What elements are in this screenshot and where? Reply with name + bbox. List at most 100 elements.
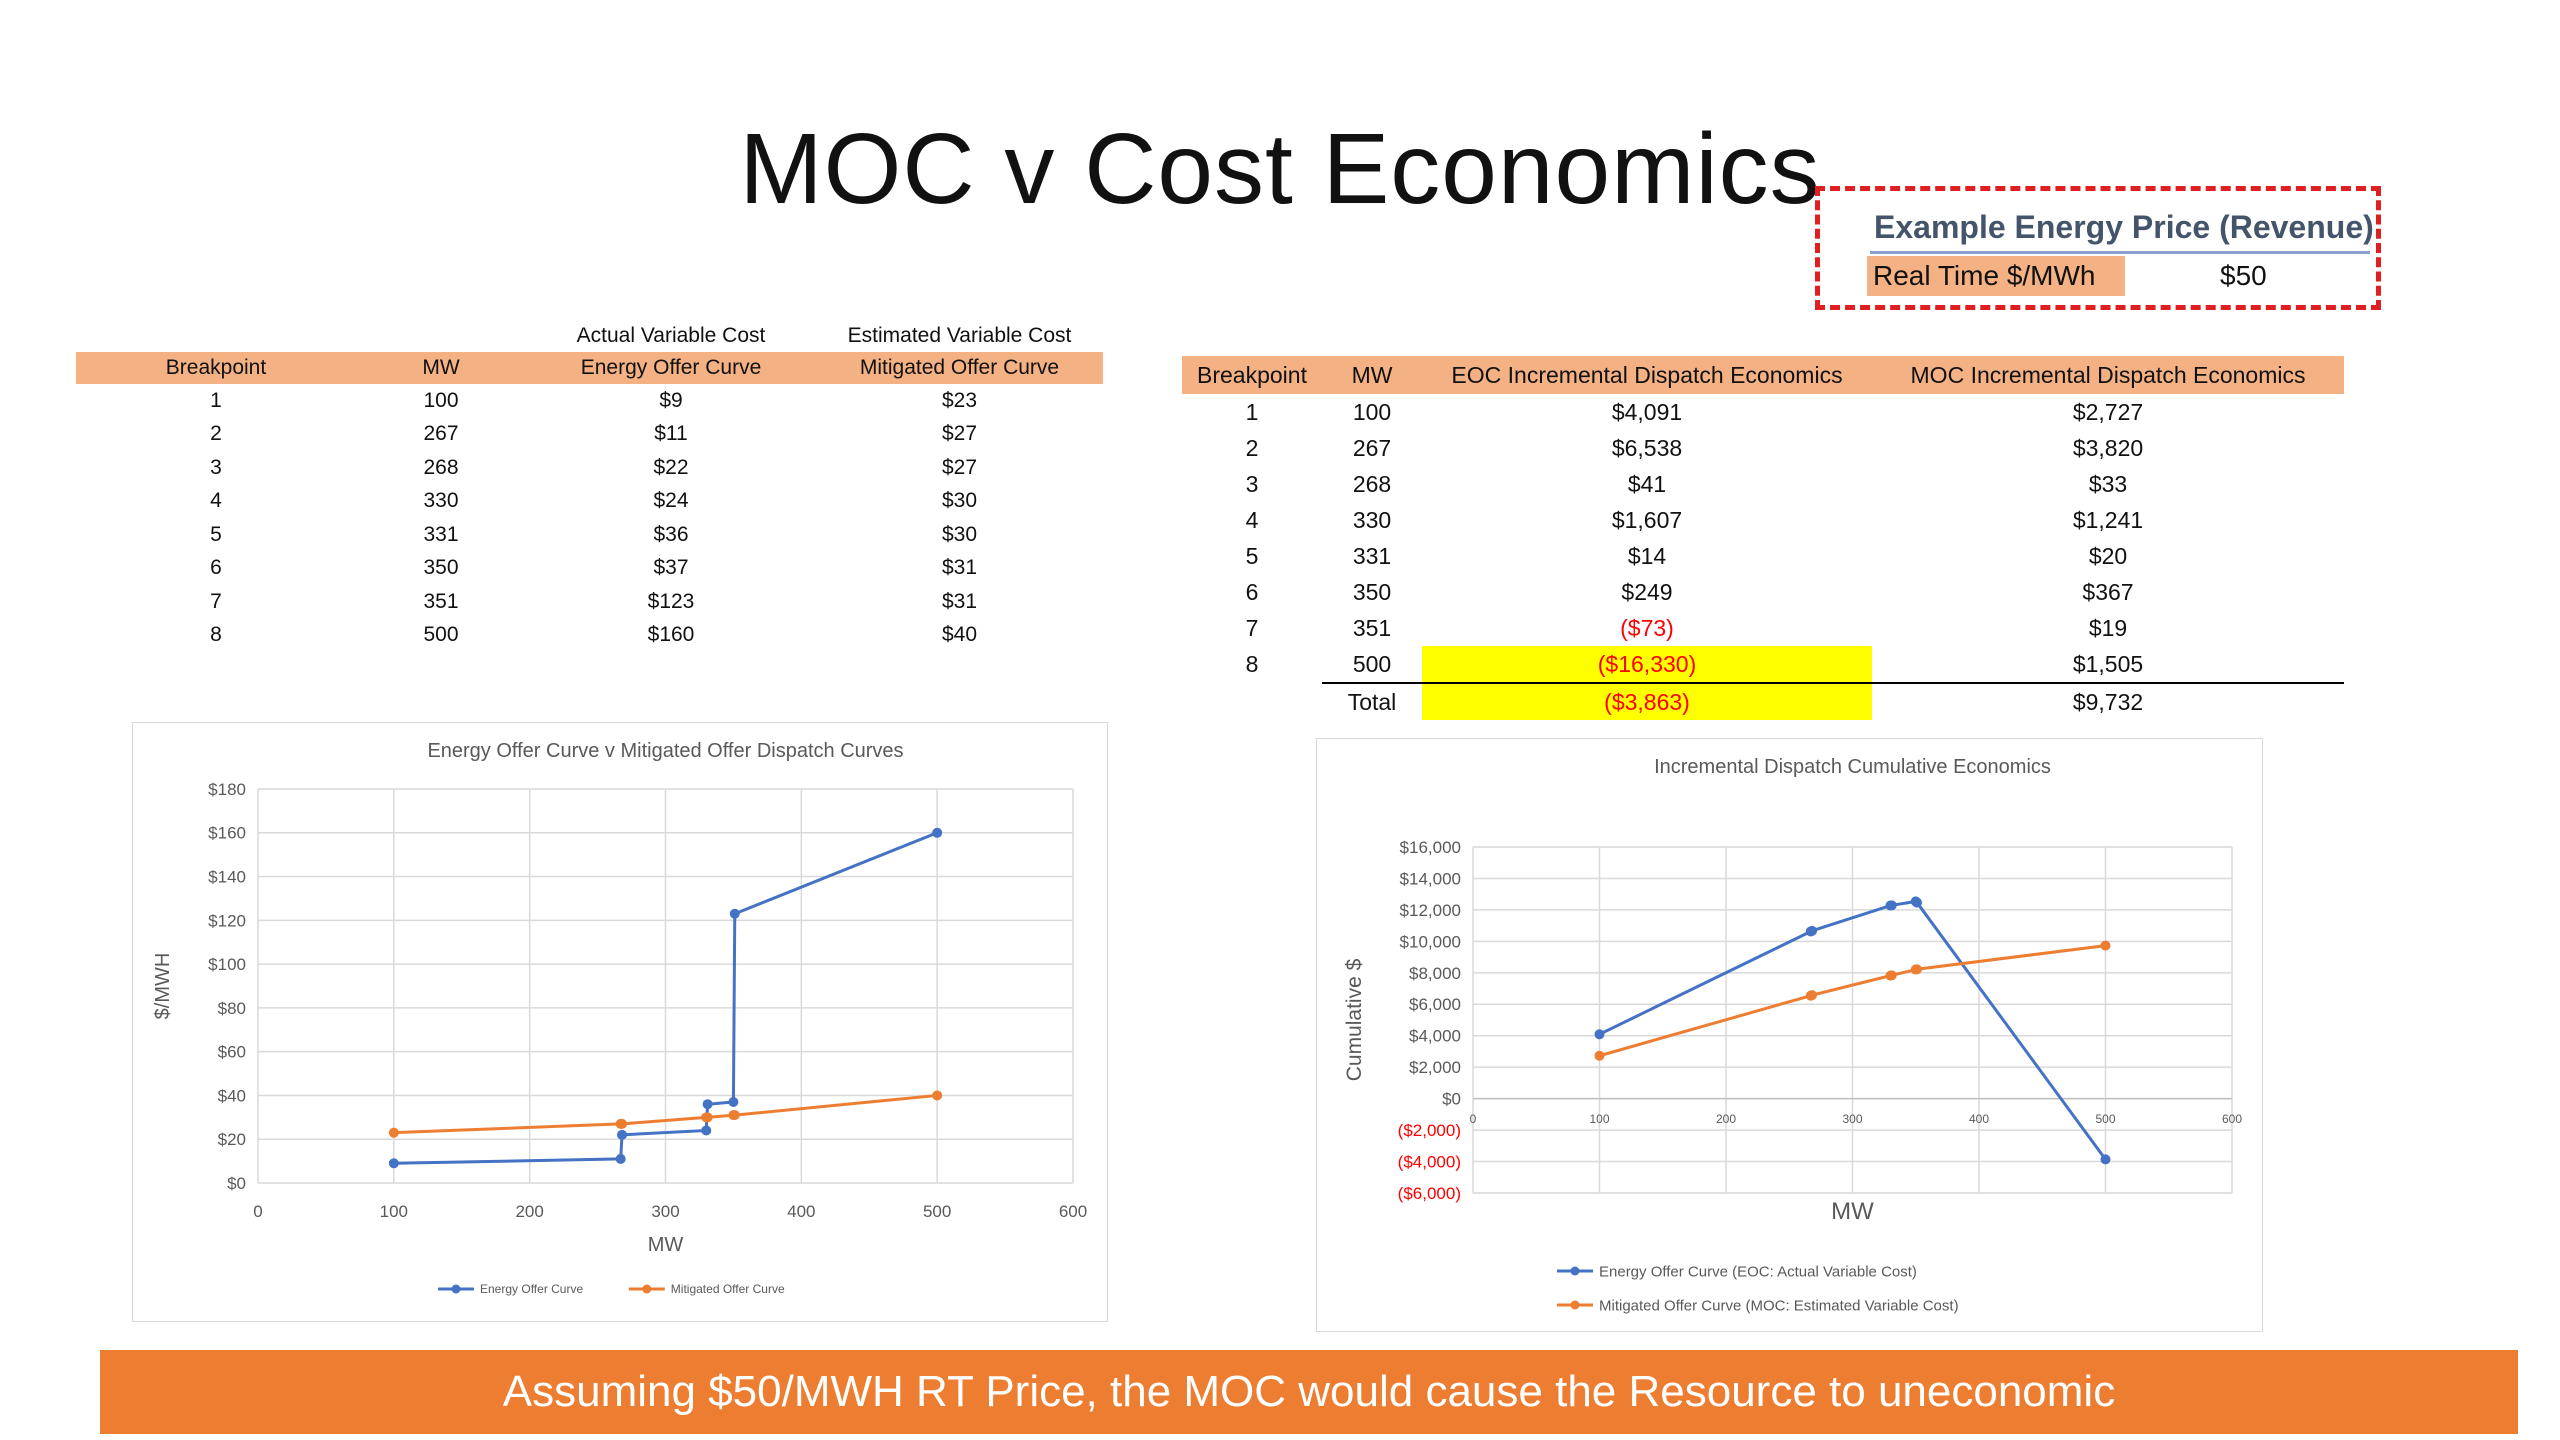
y-tick-label: $0 <box>1442 1090 1461 1109</box>
table-cell: 330 <box>1352 506 1392 533</box>
table-cell: 100 <box>423 388 459 412</box>
x-tick-label: 600 <box>2222 1112 2242 1126</box>
table-cell: $22 <box>653 455 689 479</box>
x-axis-label: MW <box>1831 1198 1874 1225</box>
table-row: 7 351 $123 $31 <box>76 585 1103 619</box>
total-eoc: ($3,863) <box>1422 683 1872 720</box>
table-row: 8 500 $160 $40 <box>76 619 1103 653</box>
table-cell: 268 <box>423 455 459 479</box>
data-point <box>617 1118 628 1129</box>
offer-header: Mitigated Offer Curve <box>816 352 1103 384</box>
table-cell: 6 <box>1245 578 1259 605</box>
table-cell: $36 <box>653 522 689 546</box>
table-cell: 330 <box>423 489 459 513</box>
data-point <box>388 1127 399 1138</box>
legend-marker <box>642 1284 652 1294</box>
table-cell: $1,505 <box>1872 646 2344 684</box>
table-cell: $1,241 <box>2072 506 2144 533</box>
data-point <box>728 1097 739 1108</box>
table-cell: 7 <box>210 589 222 613</box>
table-row: 3 268 $22 $27 <box>76 451 1103 485</box>
data-point <box>932 827 943 838</box>
chart-cumulative-economics: Incremental Dispatch Cumulative Economic… <box>1316 738 2263 1332</box>
total-moc: $9,732 <box>2072 688 2144 715</box>
x-tick-label: 100 <box>380 1202 408 1221</box>
table-cell: $23 <box>941 388 978 412</box>
x-tick-label: 100 <box>1589 1112 1609 1126</box>
x-tick-label: 400 <box>1969 1112 1989 1126</box>
legend-marker <box>1570 1266 1580 1276</box>
y-tick-label: $0 <box>227 1174 246 1193</box>
table-row: 4 330 $1,607 $1,241 <box>1182 502 2344 538</box>
table-row: 6 350 $37 $31 <box>76 552 1103 586</box>
table-cell: 351 <box>1352 614 1392 641</box>
y-tick-label: $12,000 <box>1400 901 1461 920</box>
table-cell-negative: ($73) <box>1620 614 1674 641</box>
table-cell: $14 <box>1627 542 1667 569</box>
table-cell-empty <box>1182 683 1322 720</box>
table-cell: 2 <box>1245 434 1259 461</box>
x-tick-label: 500 <box>923 1202 951 1221</box>
data-point <box>1807 990 1818 1001</box>
table-row: 1 100 $9 $23 <box>76 384 1103 418</box>
data-point <box>1912 897 1923 908</box>
table-cell: $123 <box>647 589 695 613</box>
price-box-header: Example Energy Price (Revenue) <box>1874 209 2374 245</box>
table-cell: 2 <box>210 422 222 446</box>
offer-header: MW <box>356 352 526 384</box>
table-cell: $11 <box>654 422 688 446</box>
table-cell: 331 <box>1352 542 1392 569</box>
table-cell: 3 <box>210 455 222 479</box>
x-axis-label: MW <box>648 1234 684 1256</box>
legend-label: Mitigated Offer Curve (MOC: Estimated Va… <box>1599 1297 1959 1314</box>
offer-superheader: Estimated Variable Cost <box>847 324 1072 347</box>
economics-table: Breakpoint MW EOC Incremental Dispatch E… <box>1182 356 2344 720</box>
y-tick-label: ($2,000) <box>1398 1121 1461 1140</box>
offer-superheader: Actual Variable Cost <box>576 324 766 347</box>
table-cell: 268 <box>1352 470 1392 497</box>
economics-header: MOC Incremental Dispatch Economics <box>1872 356 2344 394</box>
chart-title: Incremental Dispatch Cumulative Economic… <box>1654 756 2051 778</box>
y-tick-label: $140 <box>208 868 246 887</box>
data-point <box>2100 940 2111 951</box>
table-row: 2 267 $11 $27 <box>76 418 1103 452</box>
offer-superheader <box>356 320 526 352</box>
table-cell: 5 <box>210 522 222 546</box>
table-cell: 8 <box>210 623 222 647</box>
data-point <box>1912 964 1923 975</box>
table-cell: $367 <box>2082 578 2134 605</box>
x-tick-label: 0 <box>253 1202 262 1221</box>
data-point <box>702 1099 713 1110</box>
table-cell: 267 <box>1352 434 1392 461</box>
chart-cumulative-economics-svg: Incremental Dispatch Cumulative Economic… <box>1343 756 2242 1314</box>
offer-header: Breakpoint <box>76 352 356 384</box>
y-tick-label: $160 <box>208 824 246 843</box>
x-tick-label: 0 <box>1470 1112 1477 1126</box>
y-tick-label: $14,000 <box>1400 869 1461 888</box>
bottom-banner: Assuming $50/MWH RT Price, the MOC would… <box>100 1350 2518 1434</box>
y-tick-label: $100 <box>208 955 246 974</box>
table-cell: 8 <box>1245 651 1259 677</box>
table-cell: $249 <box>1621 578 1673 605</box>
data-point <box>1807 925 1818 936</box>
x-tick-label: 400 <box>787 1202 815 1221</box>
table-cell: 6 <box>210 556 222 580</box>
table-cell: 1 <box>1245 398 1259 425</box>
table-row: 5 331 $14 $20 <box>1182 538 2344 574</box>
table-cell: $31 <box>941 589 978 613</box>
chart-offer-curves: Energy Offer Curve v Mitigated Offer Dis… <box>132 722 1108 1322</box>
table-cell: $30 <box>941 522 978 546</box>
legend-marker <box>451 1284 461 1294</box>
legend-label: Energy Offer Curve (EOC: Actual Variable… <box>1599 1263 1917 1280</box>
y-tick-label: $4,000 <box>1409 1027 1461 1046</box>
x-tick-label: 300 <box>1842 1112 1862 1126</box>
table-row: 2 267 $6,538 $3,820 <box>1182 430 2344 466</box>
table-cell: 267 <box>423 422 459 446</box>
table-row: 3 268 $41 $33 <box>1182 466 2344 502</box>
table-cell: $160 <box>647 623 695 647</box>
legend-label: Energy Offer Curve <box>480 1282 583 1296</box>
price-box-header-underline <box>1870 251 2370 254</box>
table-cell: $41 <box>1627 470 1667 497</box>
data-point <box>1886 900 1897 911</box>
table-cell-highlighted: ($16,330) <box>1422 646 1872 684</box>
